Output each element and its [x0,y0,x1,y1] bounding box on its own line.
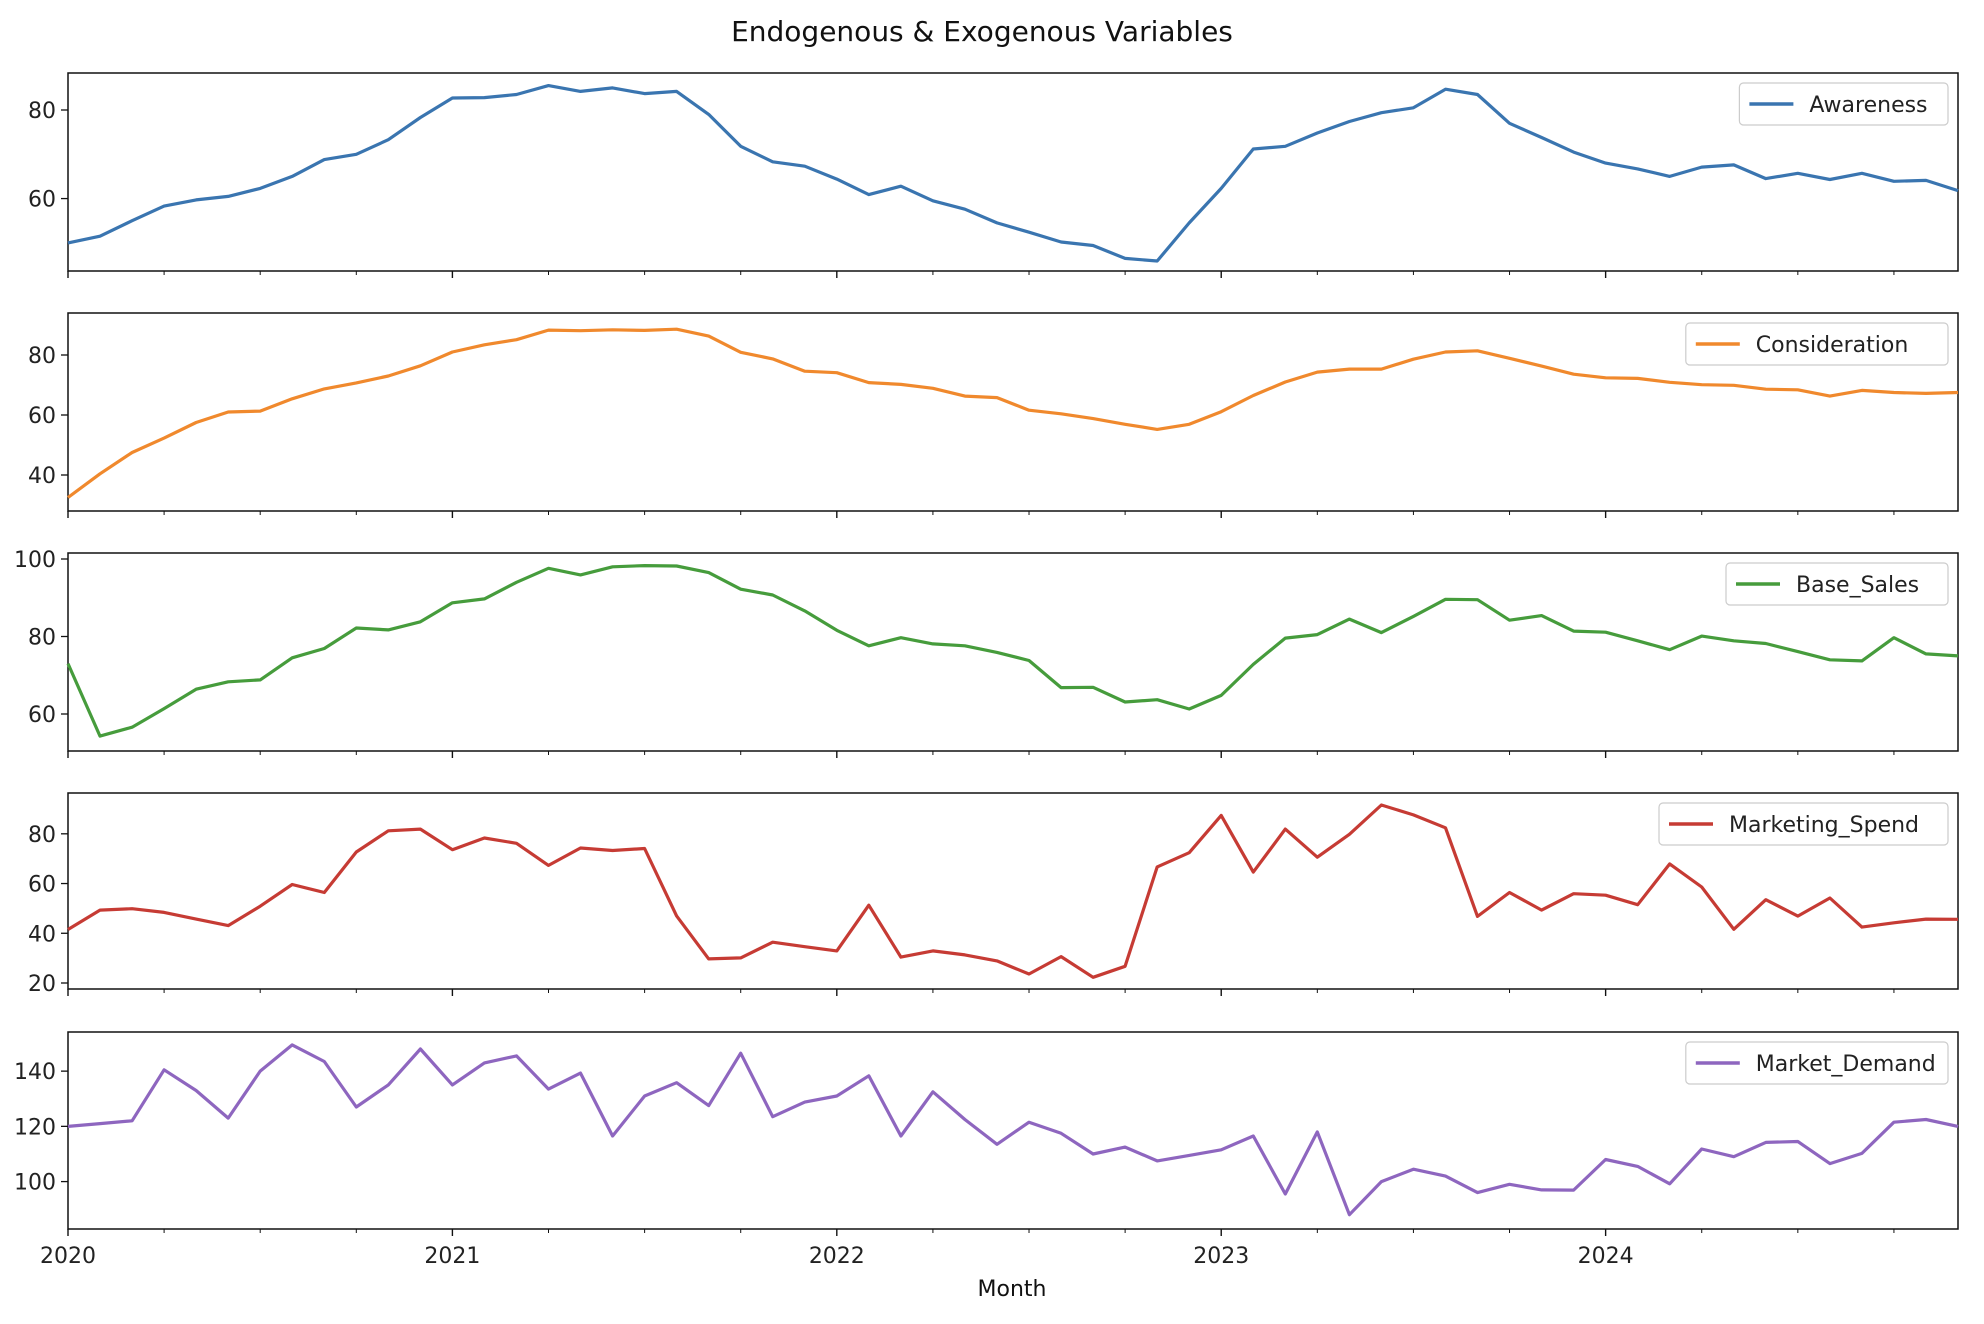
series-line-consideration [67,327,1959,499]
legend-box [1738,82,1949,126]
legend-label: Market_Demand [1756,1052,1936,1077]
axes-frame [67,552,1959,752]
legend: Consideration [1685,322,1949,366]
axes-frame [67,312,1959,512]
legend: Marketing_Spend [1658,802,1949,846]
y-tick-label: 60 [28,188,56,213]
legend-label: Awareness [1809,93,1927,118]
series-line-base-sales [66,563,1959,738]
y-tick-label: 40 [28,922,56,947]
legend-box [1685,322,1949,366]
axes-frame [67,1031,1959,1230]
x-tick-label: 2024 [1578,1244,1634,1269]
y-tick-label: 120 [14,1115,56,1140]
legend-label: Marketing_Spend [1729,813,1919,838]
legend: Base_Sales [1725,562,1949,606]
y-tick-label: 80 [28,823,56,848]
y-tick-label: 40 [28,464,56,489]
panel-consideration: 40 60 80 Consideration [28,312,1959,518]
y-tick-label: 80 [28,99,56,124]
y-tick-label: 80 [28,626,56,651]
panel-awareness: 60 80 Awareness [28,72,1959,278]
y-tick-label: 60 [28,703,56,728]
axes-frame [67,792,1959,990]
legend-box [1725,562,1949,606]
y-tick-label: 140 [14,1060,56,1085]
panel-marketing-spend: 20 40 60 80 Marketing_Spend [28,792,1959,997]
y-tick-label: 100 [14,548,56,573]
y-tick-label: 100 [14,1171,56,1196]
panel-market-demand: 100 120 140 2020 2021 2022 2023 2024 Market_Dema… [14,1031,1959,1269]
y-tick-label: 60 [28,404,56,429]
chart-panels: 60 80 Awareness 40 60 80 Consideration 60 80 100 B… [14,72,1959,1269]
x-tick-label: 2020 [40,1244,96,1269]
legend-box [1658,802,1949,846]
legend: Market_Demand [1685,1041,1949,1085]
series-line-marketing-spend [67,803,1959,979]
x-tick-label: 2021 [424,1244,480,1269]
y-tick-label: 60 [28,873,56,898]
y-tick-label: 20 [28,972,56,997]
x-tick-label: 2023 [1193,1244,1249,1269]
series-line-awareness [67,83,1959,263]
axes-frame [67,72,1959,272]
x-tick-label: 2022 [809,1244,865,1269]
series-line-market-demand [67,1043,1959,1217]
legend-box [1685,1041,1949,1085]
chart-title: Endogenous & Exogenous Variables [731,15,1233,48]
legend-label: Consideration [1756,333,1909,358]
y-tick-label: 80 [28,344,56,369]
x-axis-label: Month [978,1277,1047,1302]
panel-base-sales: 60 80 100 Base_Sales [14,548,1959,758]
legend-label: Base_Sales [1796,573,1919,598]
legend: Awareness [1738,82,1949,126]
